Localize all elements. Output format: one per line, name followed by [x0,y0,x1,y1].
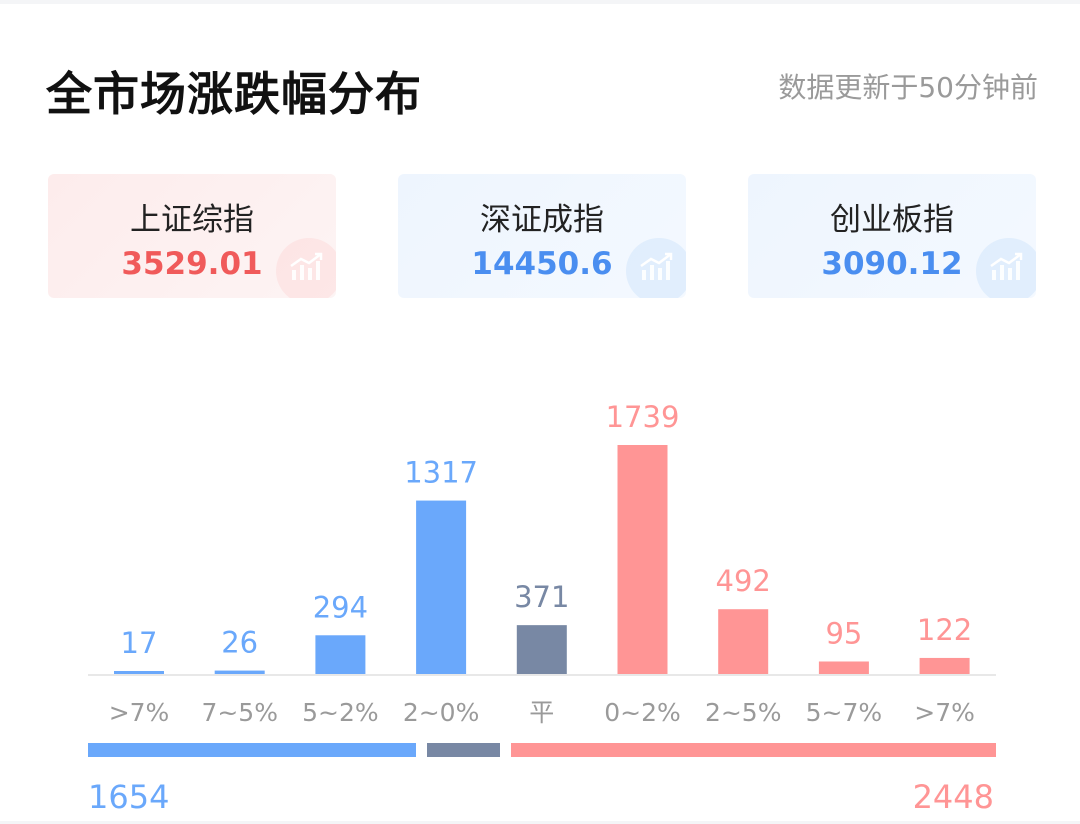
index-value: 3529.01 [121,246,263,282]
bar-value-label: 26 [221,626,258,660]
flat-proportion-segment [426,743,501,757]
bar-value-label: 1739 [606,400,680,434]
bar-value-label: 371 [514,580,569,614]
x-tick-label: >7% [914,698,975,727]
bar-value-label: 122 [917,613,972,647]
trend-up-icon [626,238,686,298]
index-card[interactable]: 创业板指 3090.12 [748,174,1036,298]
index-name: 上证综指 [130,202,254,238]
down-proportion-segment [88,743,416,757]
x-tick-label: 平 [529,698,554,727]
bar-value-label: 17 [121,626,158,660]
trend-up-icon [276,238,336,298]
bar [315,635,366,674]
index-value: 3090.12 [821,246,963,282]
bar-value-label: 492 [716,564,771,598]
bar-value-label: 1317 [404,456,478,490]
bar-value-label: 294 [313,590,368,624]
index-value: 14450.6 [471,246,613,282]
bar [617,445,668,674]
x-tick-label: 0~2% [604,698,681,727]
index-name: 深证成指 [480,202,604,238]
x-tick-label: 5~2% [302,698,379,727]
update-time-text: 数据更新于50分钟前 [778,71,1038,104]
bottom-divider [0,821,1080,824]
bar [114,671,164,674]
x-tick-label: 7~5% [201,698,278,727]
x-tick-label: >7% [109,698,170,727]
index-card[interactable]: 上证综指 3529.01 [48,174,336,298]
trend-up-icon [976,238,1036,298]
page-title: 全市场涨跌幅分布 [46,67,422,121]
distribution-bar-chart: 17 >7% 26 7~5% 294 5~2% 1317 2~0% 371 平 1739 0~2% 49… [88,400,996,727]
index-card[interactable]: 深证成指 14450.6 [398,174,686,298]
bar [718,609,769,674]
bar [516,625,567,674]
up-proportion-segment [511,743,996,757]
bar-value-label: 95 [825,616,862,650]
bar [919,657,970,674]
x-tick-label: 2~5% [705,698,782,727]
top-divider [0,0,1080,4]
bar [214,670,265,674]
bar [416,500,467,674]
index-name: 创业板指 [830,202,954,238]
x-tick-label: 2~0% [403,698,480,727]
down-count-label: 1654 [88,778,170,816]
bar [818,661,869,674]
up-count-label: 2448 [912,778,994,816]
x-tick-label: 5~7% [806,698,883,727]
